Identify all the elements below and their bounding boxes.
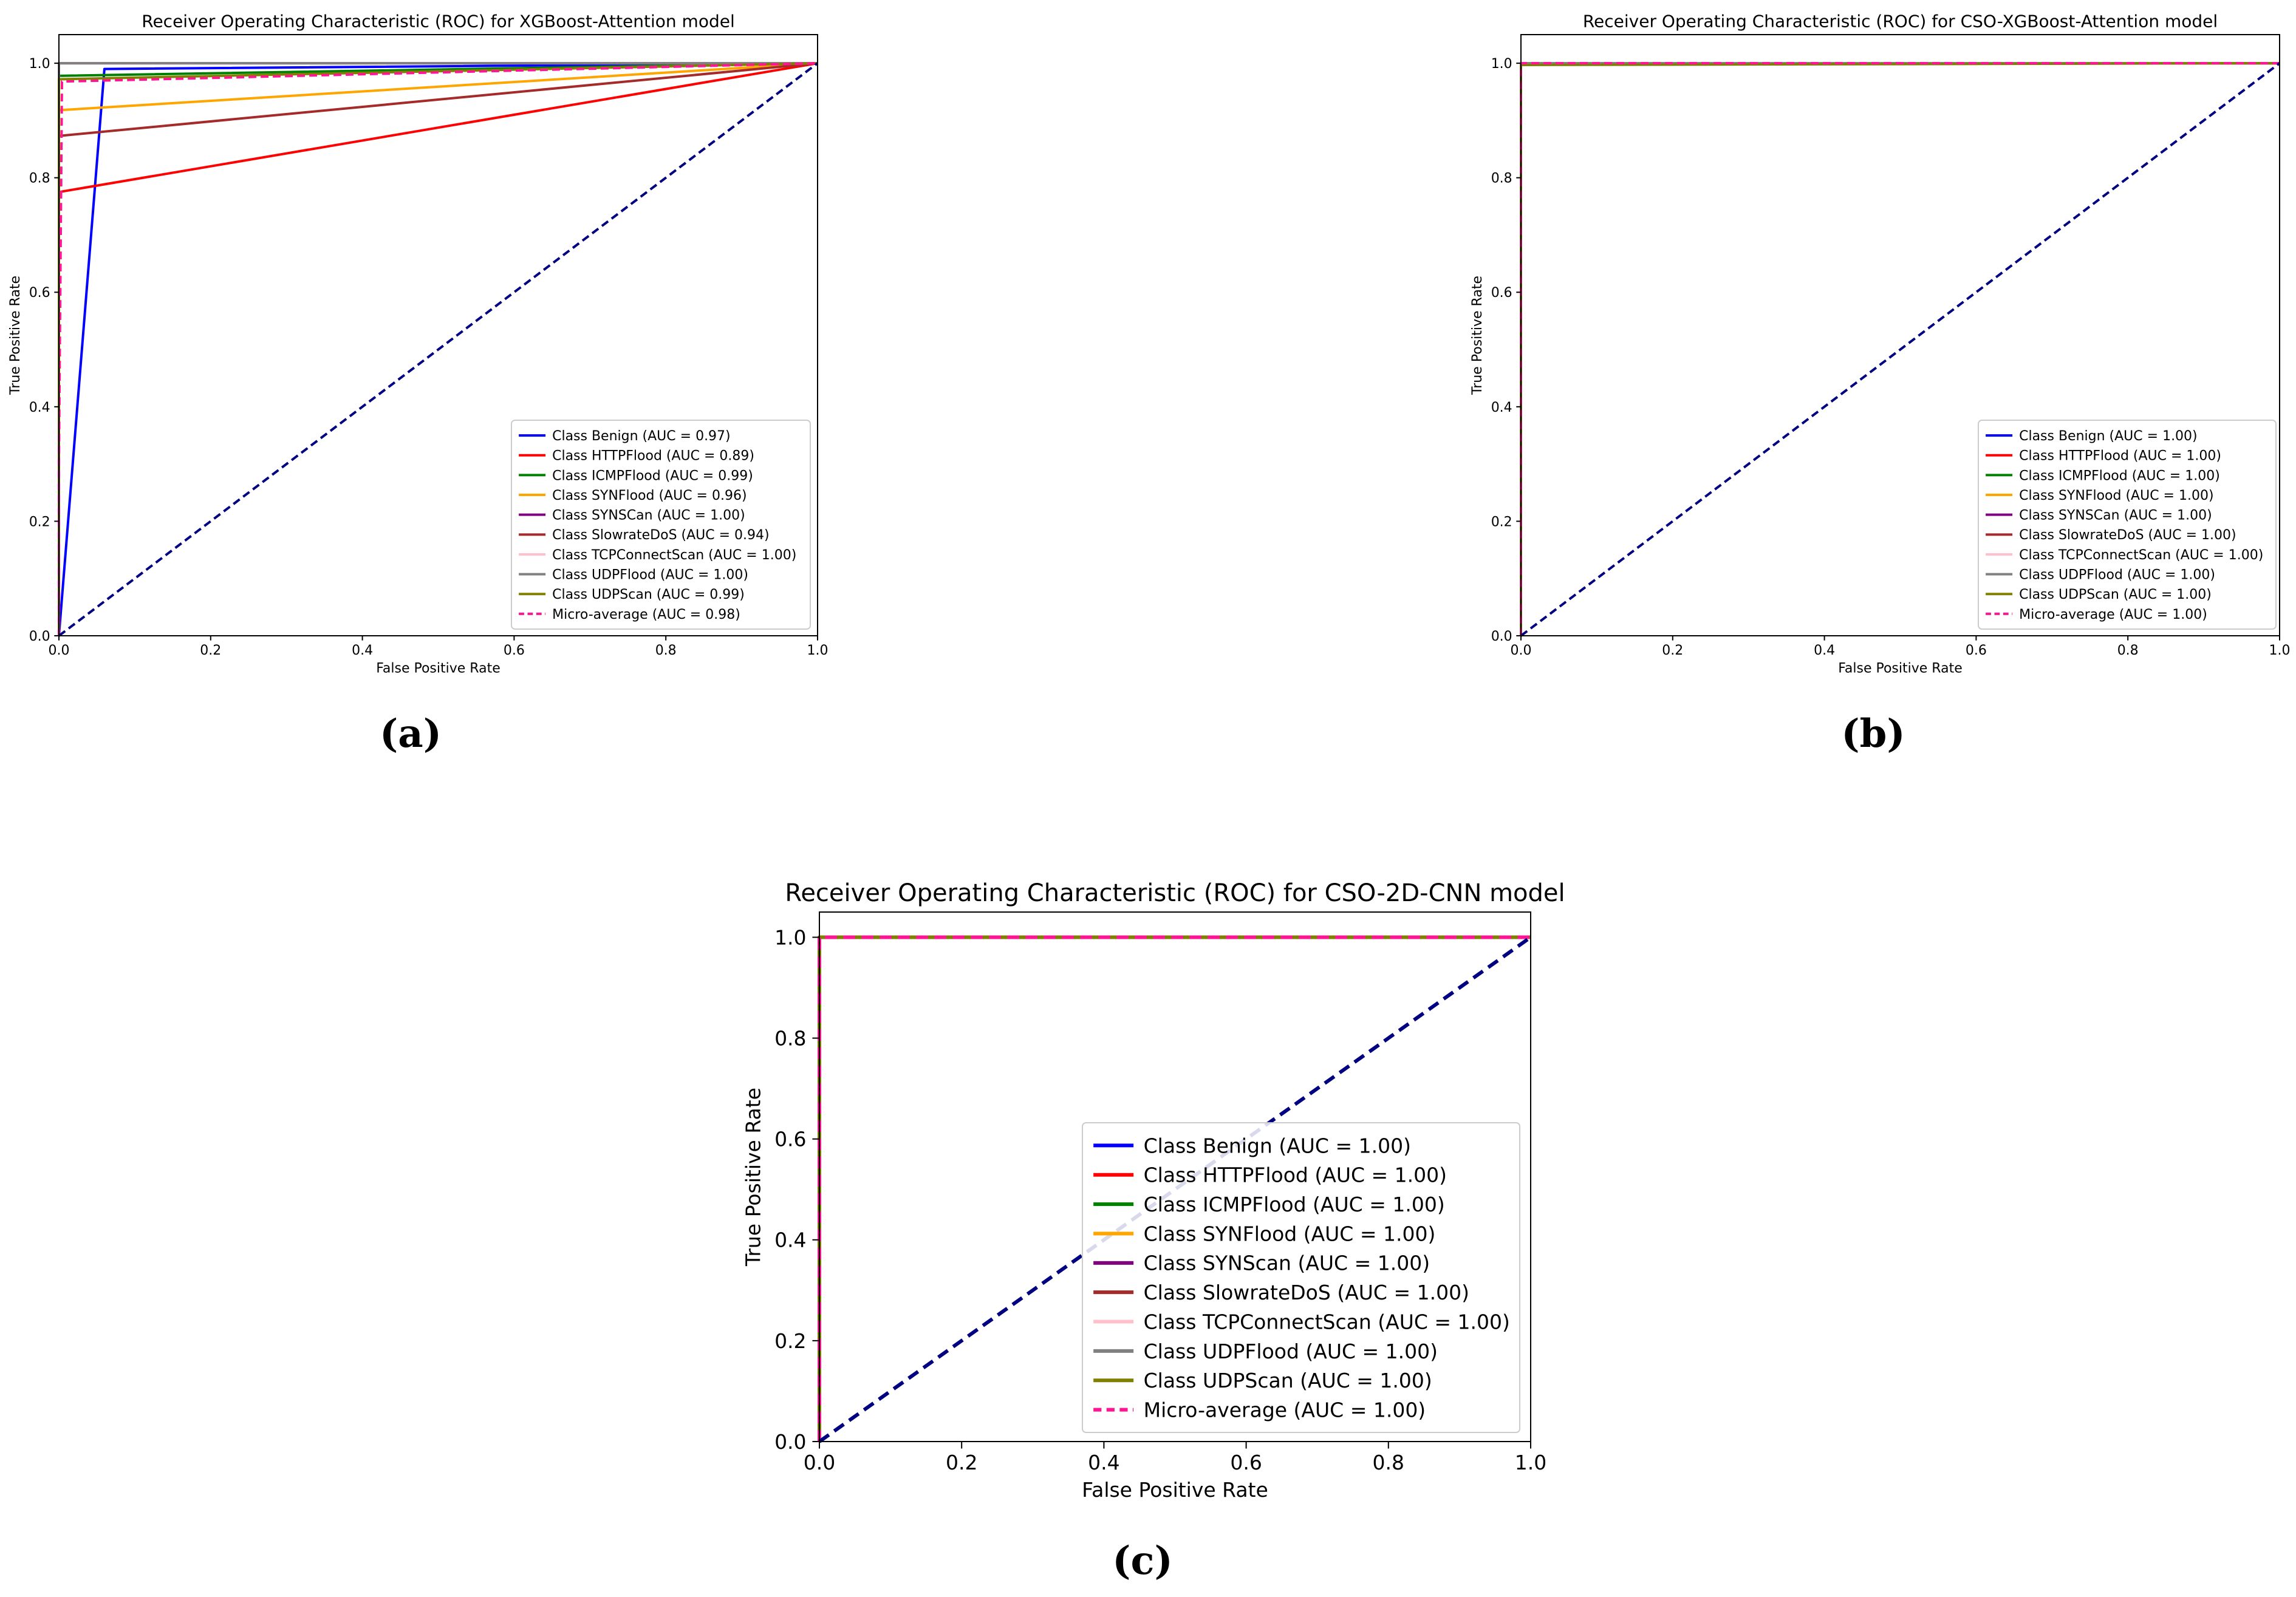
x-tick-label: 0.8: [2117, 643, 2139, 658]
x-tick-label: 0.4: [1814, 643, 1835, 658]
chart-title: Receiver Operating Characteristic (ROC) …: [785, 879, 1565, 907]
y-tick-label: 0.8: [29, 171, 50, 186]
y-tick-label: 1.0: [774, 925, 806, 949]
legend-label-httpflood: Class HTTPFlood (AUC = 0.89): [552, 449, 754, 464]
y-tick-label: 0.4: [774, 1228, 806, 1252]
x-tick-label: 0.2: [200, 643, 221, 658]
x-tick-label: 1.0: [1515, 1451, 1546, 1474]
legend-label-slowratedos: Class SlowrateDoS (AUC = 1.00): [1144, 1281, 1469, 1304]
x-tick-label: 0.6: [1966, 643, 1987, 658]
legend-box: [1082, 1122, 1520, 1433]
legend-label-icmpflood: Class ICMPFlood (AUC = 1.00): [2019, 468, 2220, 483]
legend-label-icmpflood: Class ICMPFlood (AUC = 1.00): [1144, 1193, 1445, 1216]
x-tick-label: 0.0: [49, 643, 70, 658]
legend-label-udpscan: Class UDPScan (AUC = 1.00): [2019, 587, 2212, 602]
figure-caption: (a): [380, 711, 442, 757]
chart-title: Receiver Operating Characteristic (ROC) …: [142, 11, 735, 31]
axes-frame: [1520, 34, 2280, 636]
x-tick-label: 0.2: [1662, 643, 1683, 658]
x-axis-label: False Positive Rate: [1838, 661, 1962, 676]
x-axis-label: False Positive Rate: [1082, 1478, 1268, 1502]
legend-label-synscan: Class SYNSCan (AUC = 1.00): [2019, 508, 2212, 523]
x-axis-label: False Positive Rate: [376, 661, 500, 676]
legend-label-micro: Micro-average (AUC = 1.00): [1144, 1398, 1426, 1422]
y-tick-label: 0.8: [1491, 171, 1512, 186]
y-tick-label: 0.0: [774, 1430, 806, 1454]
legend-label-benign: Class Benign (AUC = 1.00): [1144, 1134, 1411, 1157]
y-tick-label: 0.6: [1491, 285, 1512, 301]
y-tick-label: 0.6: [774, 1128, 806, 1151]
legend-label-udpscan: Class UDPScan (AUC = 0.99): [552, 587, 745, 602]
legend: Class Benign (AUC = 1.00) Class HTTPFlood…: [1978, 420, 2277, 630]
x-tick-label: 0.6: [504, 643, 525, 658]
legend-label-httpflood: Class HTTPFlood (AUC = 1.00): [1144, 1163, 1447, 1187]
legend-label-synscan: Class SYNScan (AUC = 1.00): [1144, 1251, 1430, 1275]
legend-label-benign: Class Benign (AUC = 1.00): [2019, 429, 2198, 444]
x-tick-label: 1.0: [807, 643, 829, 658]
x-tick-label: 0.4: [1088, 1451, 1119, 1474]
legend-label-synflood: Class SYNFlood (AUC = 1.00): [1144, 1222, 1436, 1245]
legend-label-micro: Micro-average (AUC = 0.98): [552, 607, 740, 622]
roc-chart-2: 0.0 0.2 0.4 0.6 0.8 1.0 0.0 0.2 0.4 0.6 0.8 1.0 Rece…: [1470, 11, 2290, 676]
legend-label-slowratedos: Class SlowrateDoS (AUC = 0.94): [552, 528, 770, 543]
legend-box: [1978, 420, 2277, 630]
y-tick-label: 0.2: [1491, 514, 1512, 529]
legend-label-udpflood: Class UDPFlood (AUC = 1.00): [2019, 568, 2215, 583]
chart-title: Receiver Operating Characteristic (ROC) …: [1583, 11, 2218, 31]
legend-box: [511, 420, 811, 630]
y-tick-label: 0.2: [29, 514, 50, 529]
axes-frame: [819, 911, 1531, 1442]
x-tick-label: 0.8: [1373, 1451, 1404, 1474]
figure-caption: (c): [1112, 1538, 1173, 1584]
legend-label-udpflood: Class UDPFlood (AUC = 1.00): [1144, 1340, 1438, 1363]
roc-chart-1: 0.0 0.2 0.4 0.6 0.8 1.0 0.0 0.2 0.4 0.6 0.8 1.0 Rece…: [8, 11, 828, 676]
legend-label-udpscan: Class UDPScan (AUC = 1.00): [1144, 1369, 1432, 1392]
legend-label-tcpconnectscan: Class TCPConnectScan (AUC = 1.00): [2019, 548, 2263, 563]
roc-chart-3: 0.0 0.2 0.4 0.6 0.8 1.0 0.0 0.2 0.4 0.6 0.8 1.0 Rece…: [742, 879, 1565, 1502]
y-tick-label: 0.8: [774, 1026, 806, 1050]
chance-diagonal-line: [58, 62, 819, 637]
legend-label-tcpconnectscan: Class TCPConnectScan (AUC = 1.00): [1144, 1310, 1510, 1333]
series-line-benign: [58, 62, 818, 636]
legend-label-tcpconnectscan: Class TCPConnectScan (AUC = 1.00): [552, 548, 796, 563]
y-tick-label: 0.0: [1491, 629, 1512, 644]
y-axis-label: True Positive Rate: [742, 1088, 765, 1267]
x-tick-label: 0.6: [1230, 1451, 1262, 1474]
x-tick-label: 0.8: [655, 643, 677, 658]
x-tick-label: 1.0: [2269, 643, 2291, 658]
legend-label-synflood: Class SYNFlood (AUC = 0.96): [552, 488, 747, 503]
y-tick-label: 0.4: [29, 400, 50, 415]
legend: Class Benign (AUC = 1.00) Class HTTPFlood…: [1082, 1122, 1520, 1433]
legend-label-httpflood: Class HTTPFlood (AUC = 1.00): [2019, 449, 2221, 464]
axes-frame: [58, 34, 818, 636]
legend-label-synscan: Class SYNSCan (AUC = 1.00): [552, 508, 745, 523]
y-tick-label: 0.4: [1491, 400, 1512, 415]
chance-diagonal-line: [1520, 62, 2281, 637]
legend-label-synflood: Class SYNFlood (AUC = 1.00): [2019, 488, 2213, 503]
y-axis-label: True Positive Rate: [1470, 276, 1485, 395]
x-tick-label: 0.0: [804, 1451, 835, 1474]
y-tick-label: 0.6: [29, 285, 50, 301]
x-tick-label: 0.2: [946, 1451, 977, 1474]
y-tick-label: 0.0: [29, 629, 50, 644]
legend-label-slowratedos: Class SlowrateDoS (AUC = 1.00): [2019, 528, 2236, 543]
legend-label-micro: Micro-average (AUC = 1.00): [2019, 607, 2207, 622]
y-tick-label: 1.0: [29, 56, 50, 72]
y-axis-label: True Positive Rate: [8, 276, 23, 395]
x-tick-label: 0.4: [352, 643, 373, 658]
figure-caption: (b): [1841, 711, 1905, 757]
legend-label-benign: Class Benign (AUC = 0.97): [552, 429, 731, 444]
legend-label-icmpflood: Class ICMPFlood (AUC = 0.99): [552, 468, 753, 483]
x-tick-label: 0.0: [1511, 643, 1532, 658]
legend-label-udpflood: Class UDPFlood (AUC = 1.00): [552, 568, 748, 583]
legend: Class Benign (AUC = 0.97) Class HTTPFlood…: [511, 420, 811, 630]
y-tick-label: 1.0: [1491, 56, 1512, 72]
y-tick-label: 0.2: [774, 1329, 806, 1353]
